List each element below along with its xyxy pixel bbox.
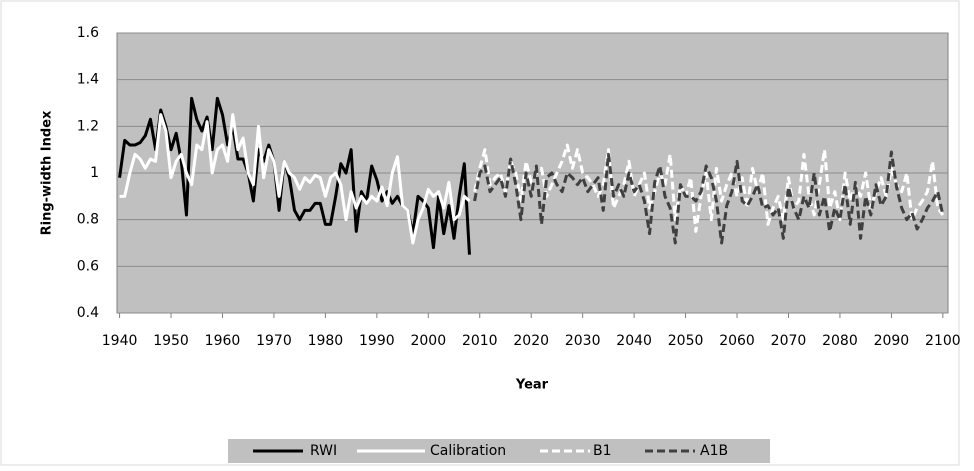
y-tick-label: 1.4 [77,72,99,88]
series-line [473,143,945,233]
x-tick-label: 2040 [616,333,652,349]
x-tick-label: 2070 [771,333,807,349]
series-line [473,150,945,245]
y-tick-label: 0.6 [77,258,99,274]
x-tick-label: 1960 [205,333,241,349]
y-tick-label: 0.4 [77,305,99,321]
legend-label: B1 [593,443,612,459]
x-tick-label: 2060 [719,333,755,349]
series-line [119,113,471,245]
x-tick-label: 1950 [153,333,189,349]
y-tick-label: 1.2 [77,118,99,134]
x-axis-title: Year [515,378,549,393]
y-tick-label: 1 [90,165,99,181]
x-tick-label: 1990 [359,333,395,349]
y-axis-title: Ring-width Index [40,110,55,235]
x-tick-label: 1970 [256,333,292,349]
x-tick-label: 1940 [102,333,138,349]
x-tick-label: 2000 [410,333,446,349]
x-tick-label: 2080 [822,333,858,349]
y-tick-label: 0.8 [77,212,99,228]
y-tick-label: 1.6 [77,25,99,41]
legend-label: Calibration [430,443,506,459]
x-tick-label: 2030 [565,333,601,349]
legend [228,439,770,463]
x-tick-label: 2100 [925,333,961,349]
x-tick-label: 2020 [513,333,549,349]
x-tick-label: 2010 [462,333,498,349]
legend-label: A1B [700,443,728,459]
x-tick-label: 2090 [874,333,910,349]
legend-label: RWI [310,443,337,459]
x-tick-label: 2050 [668,333,704,349]
x-tick-label: 1980 [308,333,344,349]
